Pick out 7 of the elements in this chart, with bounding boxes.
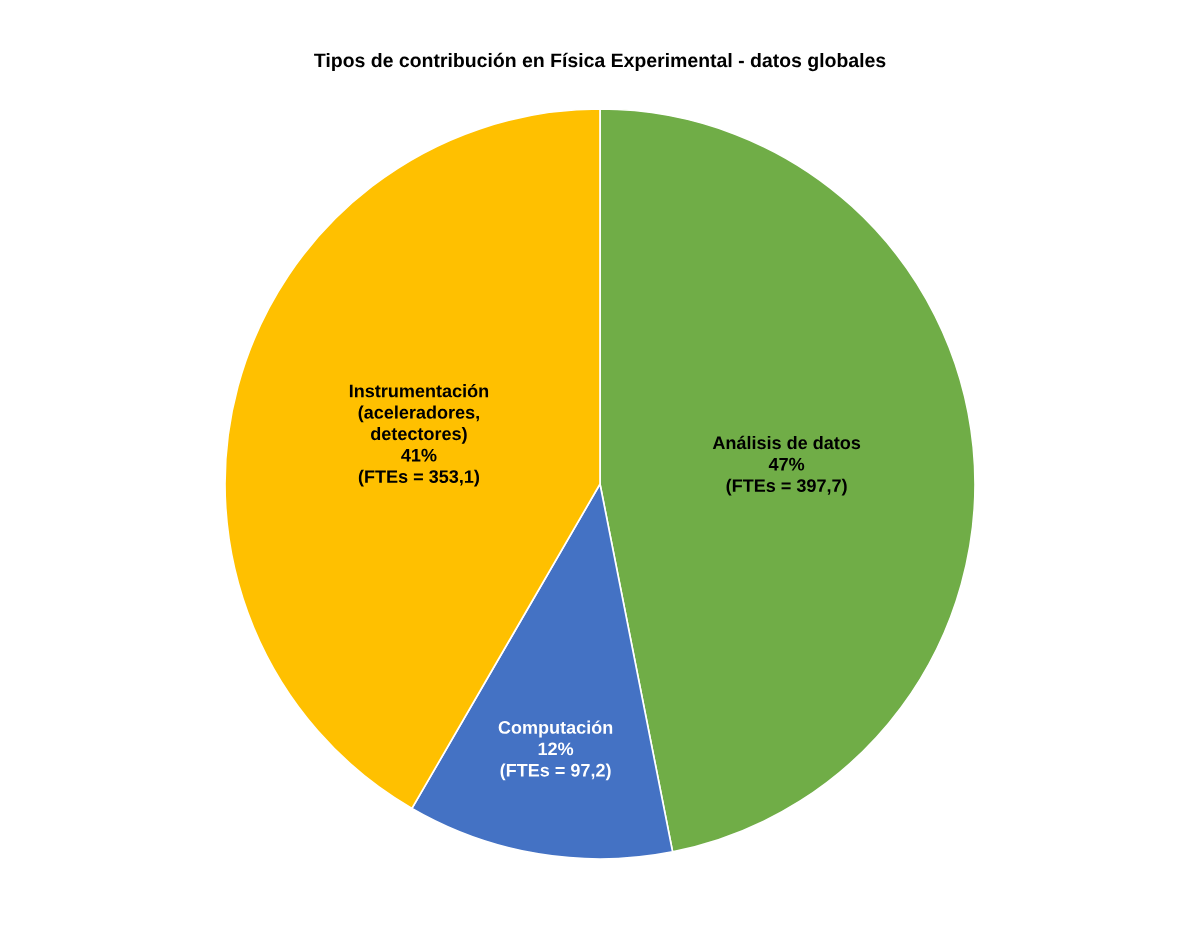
data-label: 41% (FTEs = 353,1) xyxy=(358,448,479,487)
data-label: 47% (FTEs = 397,7) xyxy=(726,457,847,496)
slice-label: Análisis de datos xyxy=(712,435,861,450)
slice-label: Instrumentación (aceleradores, detectores) xyxy=(349,383,489,444)
slice-label: Computación xyxy=(498,720,613,738)
chart-title: Tipos de contribución en Física Experimental - datos globales xyxy=(314,52,886,72)
data-label: 12% (FTEs = 97,2) xyxy=(500,742,611,781)
